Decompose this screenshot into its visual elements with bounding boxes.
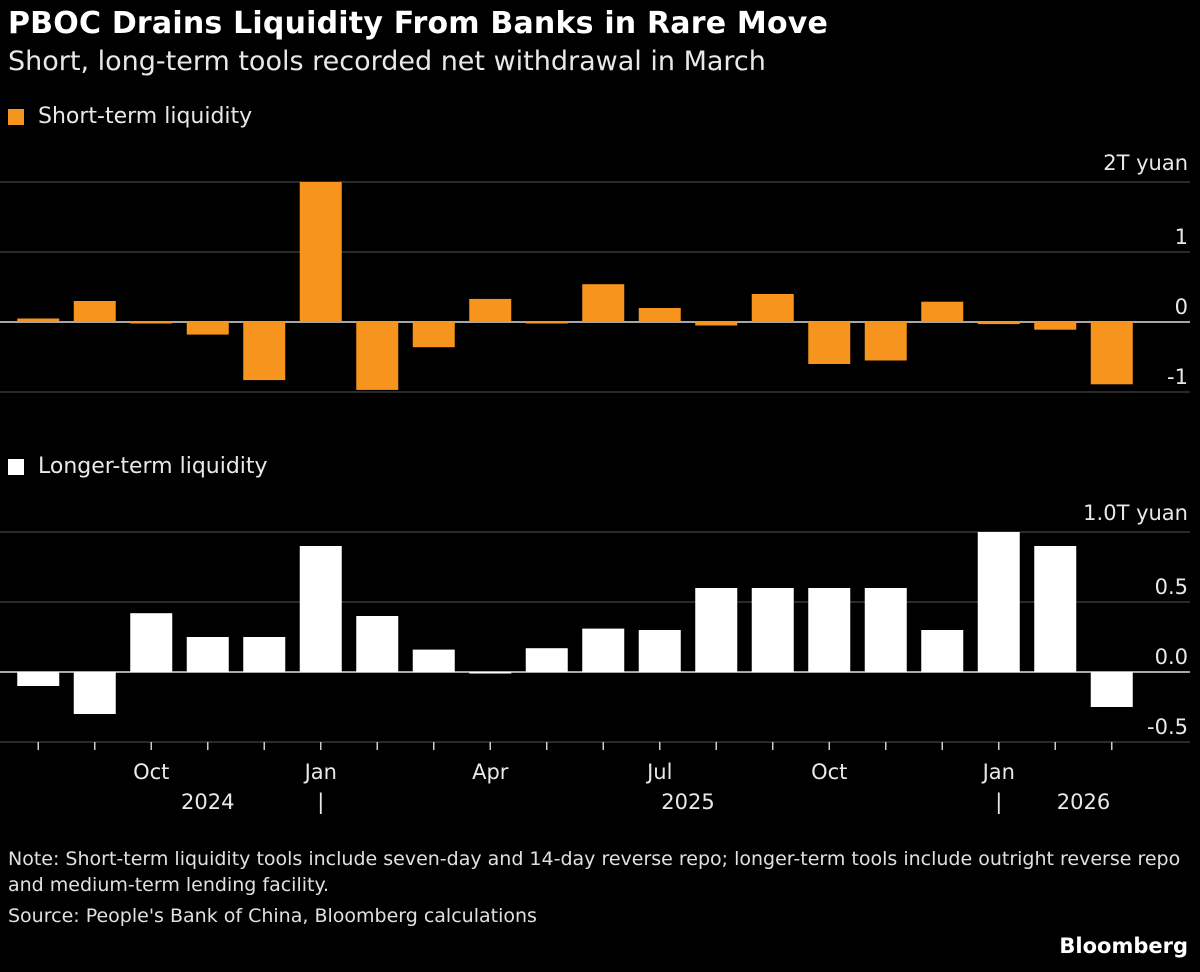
short-term-bar: [469, 298, 512, 322]
long-term-bar: [469, 672, 512, 674]
short-term-bar: [356, 322, 399, 390]
short-term-ytick-label: -1: [1167, 365, 1188, 389]
chart-subtitle: Short, long-term tools recorded net with…: [8, 46, 766, 77]
long-term-bar: [864, 588, 907, 672]
long-term-bar: [808, 588, 851, 672]
short-term-bar: [864, 322, 907, 361]
short-term-bar: [638, 308, 681, 322]
long-term-bar: [977, 532, 1020, 672]
short-term-bar: [751, 294, 794, 322]
long-term-ytick-label: -0.5: [1147, 715, 1188, 739]
short-term-bar: [299, 182, 342, 322]
legend-long-term: Longer-term liquidity: [8, 454, 268, 479]
short-term-bar: [1034, 322, 1077, 330]
long-term-bar: [73, 672, 116, 714]
x-year-label: 2025: [661, 790, 714, 814]
long-term-bar: [130, 613, 173, 672]
short-term-bar: [525, 322, 568, 324]
short-term-bar: [695, 322, 738, 326]
short-term-bar: [921, 301, 964, 322]
x-month-label: Apr: [472, 760, 509, 784]
legend-swatch-short-term: [8, 108, 24, 125]
legend-swatch-long-term: [8, 458, 24, 475]
long-term-bar: [695, 588, 738, 672]
long-term-bar: [17, 672, 60, 686]
short-term-bar: [582, 284, 625, 322]
short-term-ytick-label: 0: [1175, 295, 1188, 319]
bloomberg-logo: Bloomberg: [1059, 934, 1188, 958]
x-year-separator: |: [995, 790, 1002, 815]
legend-label-short-term: Short-term liquidity: [38, 104, 253, 129]
short-term-bar: [412, 322, 455, 348]
long-term-bar: [243, 637, 286, 672]
x-month-label: Jul: [645, 760, 672, 784]
long-term-bar: [186, 637, 229, 672]
long-term-ytick-label: 1.0T yuan: [1083, 501, 1188, 525]
long-term-bar: [525, 648, 568, 672]
x-month-label: Oct: [133, 760, 169, 784]
long-term-bar: [299, 546, 342, 672]
short-term-bar: [243, 322, 286, 381]
chart-source: Source: People's Bank of China, Bloomber…: [8, 905, 537, 927]
short-term-bar: [130, 322, 173, 324]
short-term-bar: [73, 301, 116, 322]
short-term-bar: [808, 322, 851, 364]
long-term-bar: [1034, 546, 1077, 672]
chart-note: Note: Short-term liquidity tools include…: [8, 848, 1181, 896]
x-year-separator: |: [317, 790, 324, 815]
legend-short-term: Short-term liquidity: [8, 104, 252, 129]
long-term-bar: [1090, 672, 1133, 707]
short-term-bar: [1090, 322, 1133, 385]
short-term-bar: [977, 322, 1020, 325]
liquidity-chart: 2T yuan 1 0 -1 1.0T yuan 0.5 0.0 -0.5 Oct Jan Apr J…: [0, 151, 1190, 815]
long-term-bar: [751, 588, 794, 672]
chart-title: PBOC Drains Liquidity From Banks in Rare…: [8, 6, 829, 41]
x-year-label: 2026: [1057, 790, 1110, 814]
x-month-label: Jan: [981, 760, 1015, 784]
x-month-label: Jan: [303, 760, 337, 784]
short-term-bar: [186, 322, 229, 335]
short-term-ytick-label: 2T yuan: [1103, 151, 1188, 175]
long-term-bar: [412, 649, 455, 672]
long-term-bar: [356, 616, 399, 672]
x-month-label: Oct: [811, 760, 847, 784]
short-term-ytick-label: 1: [1175, 225, 1188, 249]
legend-label-long-term: Longer-term liquidity: [38, 454, 268, 479]
long-term-bar: [921, 630, 964, 672]
long-term-bar: [582, 628, 625, 672]
x-year-label: 2024: [181, 790, 234, 814]
long-term-ytick-label: 0.0: [1155, 645, 1188, 669]
short-term-bar: [17, 318, 60, 322]
long-term-ytick-label: 0.5: [1155, 575, 1188, 599]
long-term-bar: [638, 630, 681, 672]
